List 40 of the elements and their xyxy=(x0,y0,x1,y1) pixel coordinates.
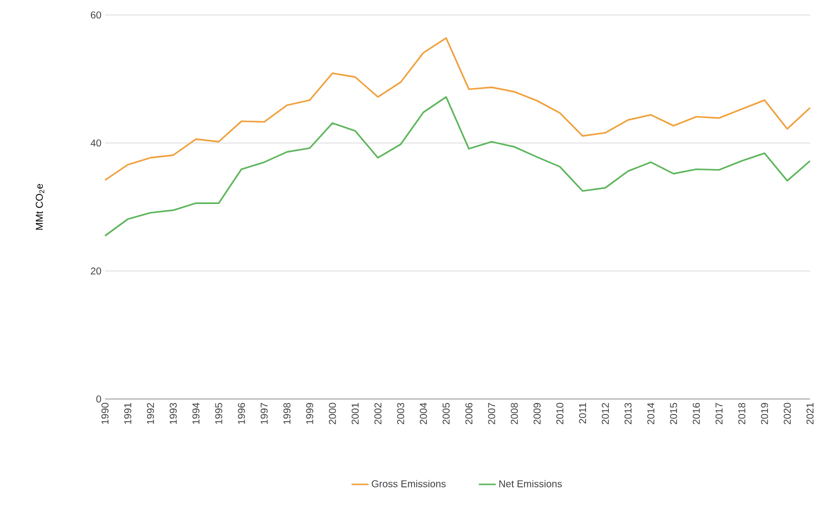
x-tick-label: 1995 xyxy=(215,402,222,424)
x-tick-label: 2019 xyxy=(761,402,768,424)
legend-label: Net Emissions xyxy=(499,480,562,488)
x-tick-label: 1991 xyxy=(124,403,132,424)
x-tick-label: 2012 xyxy=(602,403,609,424)
y-tick-label: 40 xyxy=(90,139,102,147)
x-tick-label: 1990 xyxy=(101,402,109,424)
x-tick-label: 2021 xyxy=(806,403,814,424)
x-tick-label: 2008 xyxy=(510,402,518,424)
x-tick-label: 2003 xyxy=(397,402,404,424)
x-tick-label: 1996 xyxy=(238,402,245,424)
x-tick-label: 2000 xyxy=(328,402,336,424)
x-tick-label: 2001 xyxy=(352,403,359,424)
x-tick-label: 2010 xyxy=(556,402,564,424)
x-tick-label: 2007 xyxy=(488,403,496,424)
x-tick-label: 2015 xyxy=(670,402,678,424)
y-tick-label: 20 xyxy=(90,267,102,275)
x-tick-label: 2016 xyxy=(692,402,700,424)
x-tick-label: 2013 xyxy=(624,402,632,424)
x-tick-label: 2004 xyxy=(420,402,427,424)
x-tick-label: 1992 xyxy=(146,403,154,424)
x-tick-label: 2018 xyxy=(738,402,746,424)
x-tick-label: 1994 xyxy=(192,402,200,424)
x-tick-label: 2014 xyxy=(647,402,654,424)
x-tick-label: 1993 xyxy=(170,402,177,424)
y-tick-label: 60 xyxy=(90,11,102,19)
legend-label: Gross Emissions xyxy=(372,480,446,488)
x-tick-label: 2009 xyxy=(534,402,541,424)
x-tick-label: 1997 xyxy=(260,403,268,424)
y-axis-title: MMt CO$_{2}$e xyxy=(36,184,44,230)
x-tick-label: 2020 xyxy=(784,402,791,424)
x-tick-label: 2011 xyxy=(579,403,586,424)
x-tick-label: 1999 xyxy=(306,402,314,424)
x-tick-label: 2006 xyxy=(465,402,472,424)
x-tick-label: 1998 xyxy=(283,402,290,424)
y-tick-label: 0 xyxy=(96,395,102,403)
x-tick-label: 2002 xyxy=(374,403,382,424)
x-tick-label: 2005 xyxy=(442,402,450,424)
line-series xyxy=(104,96,811,237)
x-tick-label: 2017 xyxy=(716,403,723,424)
